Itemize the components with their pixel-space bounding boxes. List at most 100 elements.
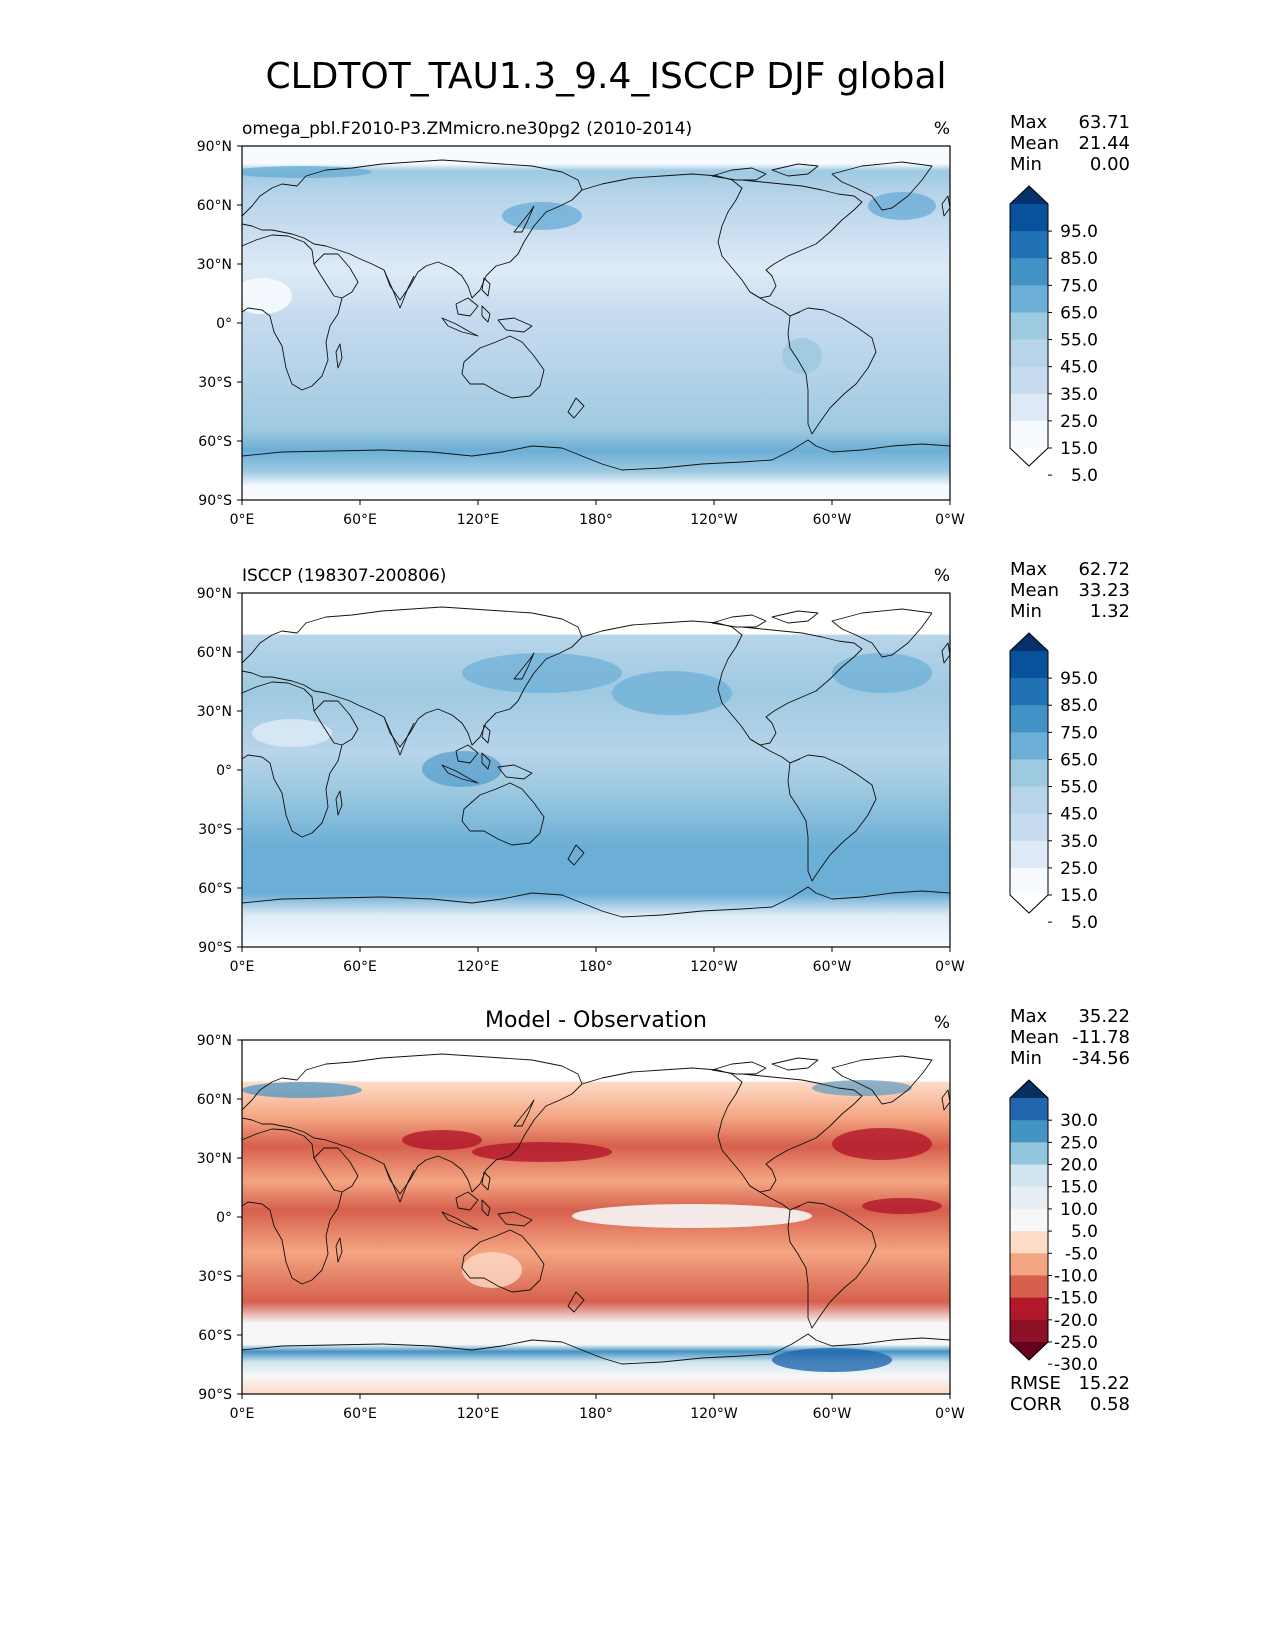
lat-tick-label: 90°N — [197, 586, 232, 602]
colorbar-swatch — [1010, 1142, 1048, 1166]
colorbar-swatch — [1010, 285, 1048, 313]
lat-tick-label: 90°S — [198, 493, 232, 509]
stat-min-value: 1.32 — [1090, 601, 1130, 622]
colorbar-label: 10.0 — [1060, 1200, 1098, 1220]
lon-tick-label: 120°W — [690, 512, 738, 528]
colorbar-label: 95.0 — [1060, 669, 1098, 689]
lat-tick-label: 30°N — [197, 257, 232, 273]
field-features — [242, 1080, 942, 1372]
stats-model: Max 63.71 Mean 21.44 Min 0.00 — [1010, 112, 1130, 175]
colorbar-label: 35.0 — [1060, 385, 1098, 405]
lon-tick-label: 60°W — [813, 1406, 852, 1422]
lat-tick-label: 60°N — [197, 645, 232, 661]
colorbar-swatch — [1010, 1275, 1048, 1299]
stat-rmse-value: 15.22 — [1078, 1373, 1130, 1394]
stat-mean-label: Mean — [1010, 1027, 1059, 1048]
colorbar-swatch — [1010, 1164, 1048, 1188]
lon-ticks: 0°E 60°E 120°E 180° 120°W 60°W 0°W — [230, 947, 965, 975]
colorbar-label: 65.0 — [1060, 303, 1098, 323]
lon-tick-label: 180° — [579, 959, 613, 975]
map-field — [242, 593, 950, 947]
colorbar-swatch — [1010, 732, 1048, 760]
lat-tick-label: 30°N — [197, 1151, 232, 1167]
colorbar-label: 25.0 — [1060, 412, 1098, 432]
colorbar-swatch — [1010, 366, 1048, 395]
stat-max-label: Max — [1010, 112, 1048, 133]
lat-tick-label: 0° — [216, 763, 232, 779]
stat-corr-label: CORR — [1010, 1394, 1062, 1415]
stat-mean-label: Mean — [1010, 580, 1059, 601]
lat-tick-label: 30°N — [197, 704, 232, 720]
colorbar-extend-max — [1010, 186, 1048, 204]
stat-max-value: 62.72 — [1078, 559, 1130, 580]
colorbar-label: 30.0 — [1060, 1111, 1098, 1131]
lat-tick-label: 90°S — [198, 1387, 232, 1403]
figure-title: CLDTOT_TAU1.3_9.4_ISCCP DJF global — [265, 56, 946, 97]
colorbar-label: -10.0 — [1054, 1266, 1098, 1286]
lat-tick-label: 90°N — [197, 1033, 232, 1049]
colorbar-swatch — [1010, 1297, 1048, 1321]
colorbar-label: 15.0 — [1060, 886, 1098, 906]
colorbar-swatch — [1010, 813, 1048, 842]
colorbar-label: 5.0 — [1071, 1222, 1098, 1242]
colorbar-swatch — [1010, 1120, 1048, 1143]
stat-max-label: Max — [1010, 559, 1048, 580]
stat-min-label: Min — [1010, 601, 1042, 622]
stat-mean-value: 21.44 — [1078, 133, 1130, 154]
stat-mean-value: -11.78 — [1072, 1027, 1130, 1048]
stat-max-value: 63.71 — [1078, 112, 1130, 133]
colorbar-swatch — [1010, 678, 1048, 706]
colorbar-swatch — [1010, 840, 1048, 869]
colorbar-label: -5.0 — [1065, 1244, 1098, 1264]
colorbar-label: 45.0 — [1060, 805, 1098, 825]
colorbar-label: 65.0 — [1060, 750, 1098, 770]
lat-tick-label: 60°S — [198, 1328, 232, 1344]
lat-tick-label: 30°S — [198, 1269, 232, 1285]
lon-tick-label: 60°E — [343, 1406, 377, 1422]
colorbar-label: 55.0 — [1060, 778, 1098, 798]
colorbar-swatch — [1010, 258, 1048, 286]
colorbar-obs: 95.0 85.0 75.0 65.0 55.0 45.0 35.0 25.0 15.0 5.0 — [1009, 632, 1098, 933]
lon-tick-label: 60°W — [813, 959, 852, 975]
lat-ticks: 90°N 60°N 30°N 0° 30°S 60°S 90°S — [197, 1033, 242, 1403]
lon-tick-label: 120°E — [457, 1406, 500, 1422]
colorbar-extend-min — [1010, 448, 1048, 466]
panel-units: % — [934, 1013, 950, 1033]
colorbar-label: -25.0 — [1054, 1333, 1098, 1353]
stats-diff: Max 35.22 Mean -11.78 Min -34.56 — [1010, 1006, 1130, 1069]
colorbar-swatch — [1010, 1098, 1048, 1121]
colorbar-extend-max — [1010, 1080, 1048, 1098]
stat-min-value: 0.00 — [1090, 154, 1130, 175]
colorbar-label: 5.0 — [1071, 913, 1098, 933]
lat-tick-label: 30°S — [198, 375, 232, 391]
lat-tick-label: 90°N — [197, 139, 232, 155]
colorbar-label: 25.0 — [1060, 859, 1098, 879]
colorbar-swatch — [1010, 759, 1048, 788]
colorbar-swatch — [1010, 867, 1048, 896]
colorbar-swatch — [1010, 1208, 1048, 1232]
lon-tick-label: 60°W — [813, 512, 852, 528]
panel-units: % — [934, 566, 950, 586]
lon-tick-label: 0°W — [935, 512, 965, 528]
colorbar-label: 15.0 — [1060, 1178, 1098, 1198]
colorbar-swatch — [1010, 420, 1048, 449]
lon-tick-label: 120°W — [690, 1406, 738, 1422]
stat-corr-value: 0.58 — [1090, 1394, 1130, 1415]
colorbar-label: -15.0 — [1054, 1289, 1098, 1309]
stat-min-label: Min — [1010, 1048, 1042, 1069]
colorbar-swatch — [1010, 393, 1048, 422]
lon-tick-label: 120°E — [457, 959, 500, 975]
colorbar-label: 85.0 — [1060, 696, 1098, 716]
colorbar-label: 20.0 — [1060, 1156, 1098, 1176]
lon-ticks: 0°E 60°E 120°E 180° 120°W 60°W 0°W — [230, 500, 965, 528]
lon-tick-label: 120°W — [690, 959, 738, 975]
lon-ticks: 0°E 60°E 120°E 180° 120°W 60°W 0°W — [230, 1394, 965, 1422]
map-field — [242, 146, 950, 500]
lat-tick-label: 60°N — [197, 198, 232, 214]
panel-diff: Model - Observation % 90°N 60°N 30°N 0° 30°S… — [197, 1008, 965, 1422]
lat-tick-label: 60°S — [198, 881, 232, 897]
stat-min-label: Min — [1010, 154, 1042, 175]
stat-mean-label: Mean — [1010, 133, 1059, 154]
colorbar-label: 35.0 — [1060, 832, 1098, 852]
panel-obs: ISCCP (198307-200806) % 90°N 60°N 30°N 0° 30… — [197, 566, 965, 975]
